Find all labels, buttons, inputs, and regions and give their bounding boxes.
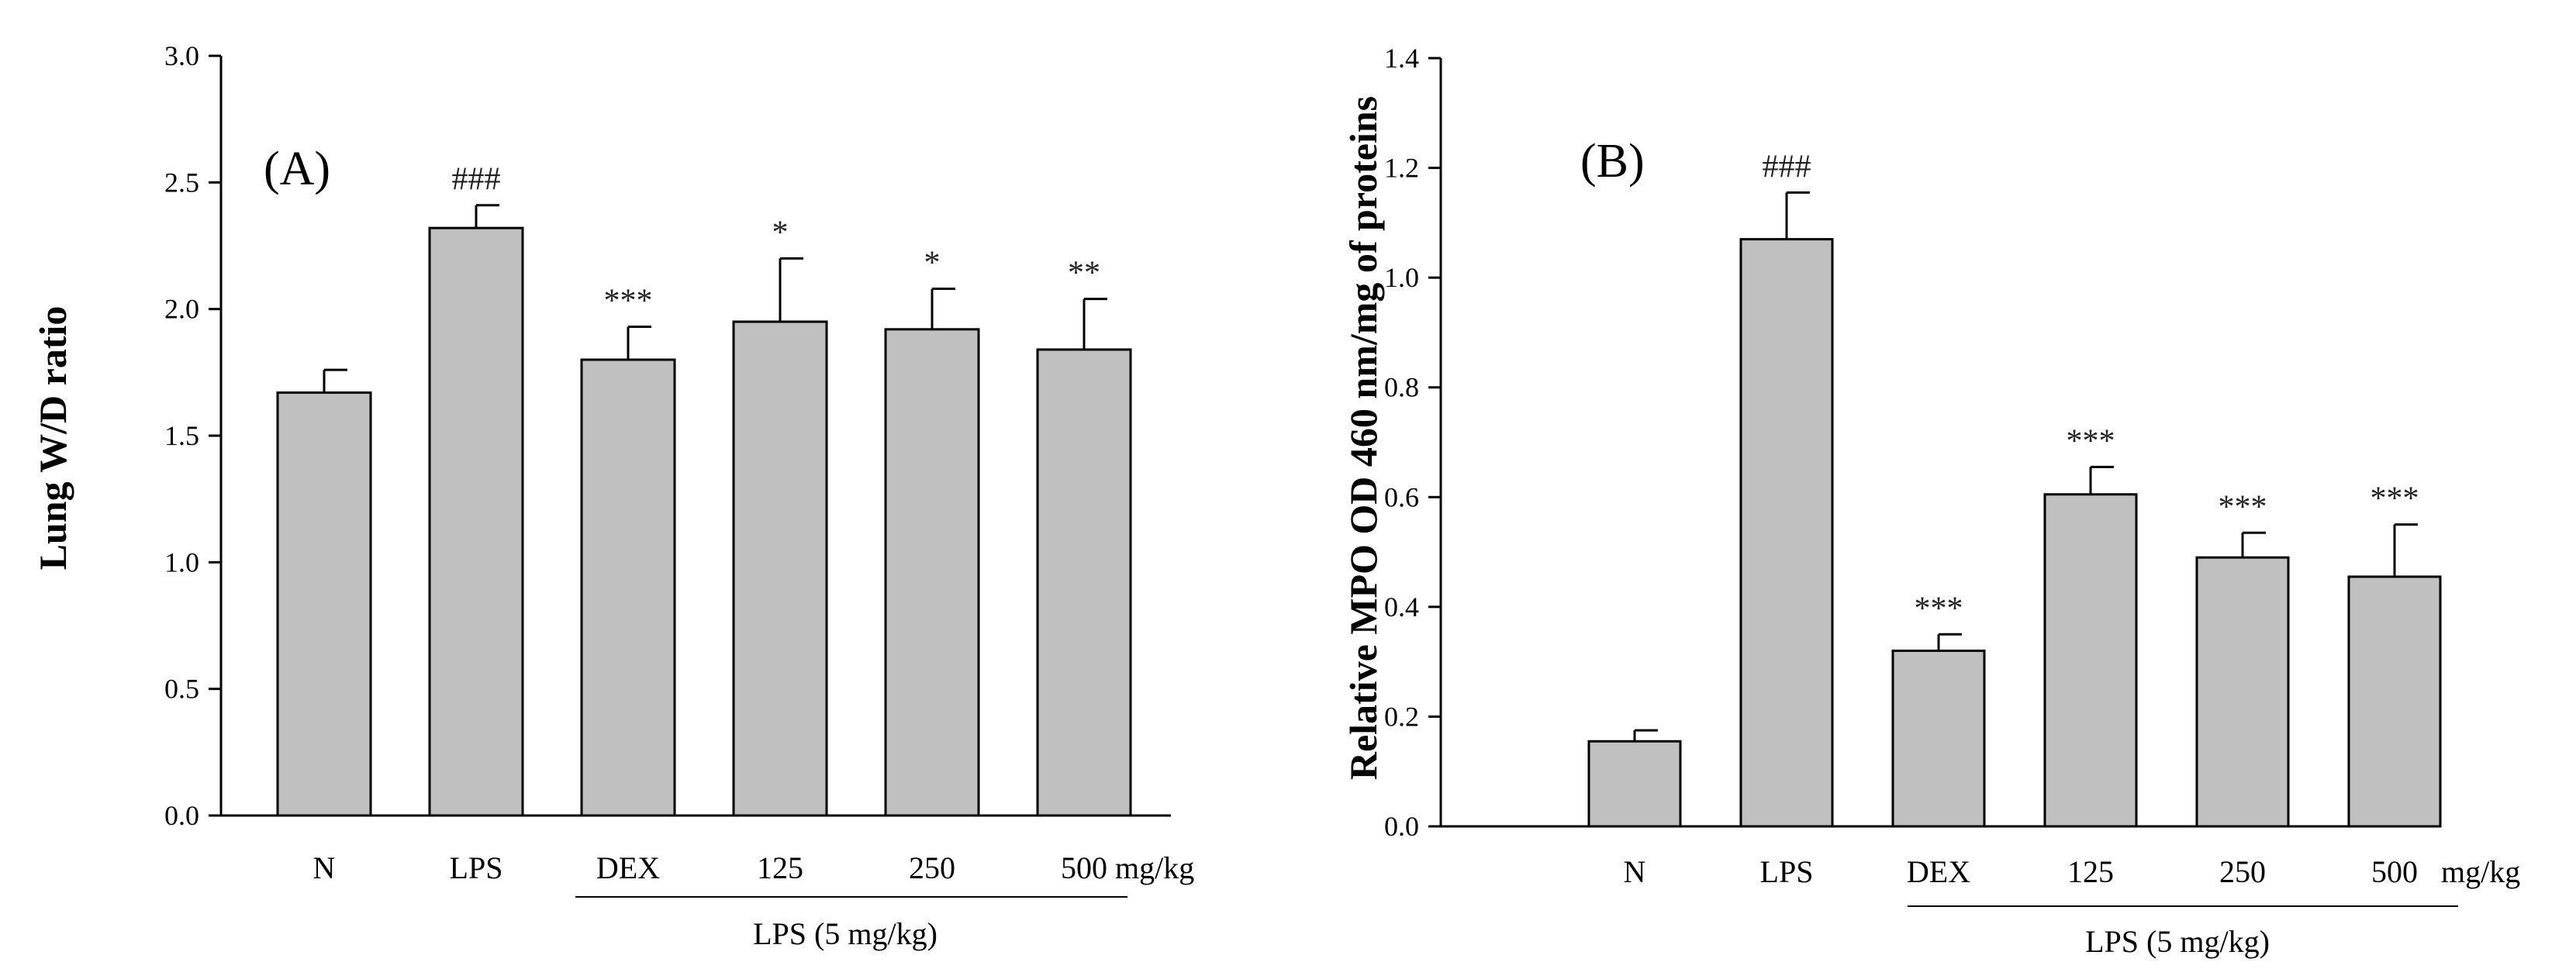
panel-b-label: (B) xyxy=(1580,135,1645,188)
panel-a-bars xyxy=(276,226,1132,817)
panel-b-significance-mark: *** xyxy=(2219,489,2267,525)
panel-a-significance-mark: ** xyxy=(1068,256,1100,291)
panel-a-group-label: LPS (5 mg/kg) xyxy=(753,916,938,951)
panel-b-bar-lps xyxy=(1739,238,1834,828)
panel-a-category-labels: N LPS DEX 125 250 500 xyxy=(313,850,1107,885)
panel-a-y-tick-label: 1.0 xyxy=(164,547,199,578)
panel-b-bar-500 xyxy=(2347,575,2442,828)
panel-a-bar-250 xyxy=(884,328,980,817)
panel-a-category-label: 250 xyxy=(909,850,955,885)
panel-b-category-label: N xyxy=(1624,854,1646,889)
panel-a-chart: Lung W/D ratio (A) 0.0 0.5 1.0 1.5 2.0 2.5 3.0… xyxy=(31,40,1194,951)
panel-a-bar-500 xyxy=(1036,348,1132,817)
panel-b-category-label: 250 xyxy=(2219,854,2266,889)
panel-b-significance-mark: *** xyxy=(2067,423,2115,459)
panel-b-category-label: LPS xyxy=(1760,854,1814,889)
panel-b-chart: Relative MPO OD 460 nm/mg of proteins (B… xyxy=(1342,43,2520,959)
panel-b-error-bars xyxy=(1633,191,2418,742)
panel-b-unit-label: mg/kg xyxy=(2441,854,2520,889)
panel-b-significance-mark: ### xyxy=(1763,149,1811,184)
panel-a-category-label: 125 xyxy=(757,850,803,885)
panel-a-bar-dex xyxy=(580,358,676,817)
panel-b-category-labels: N LPS DEX 125 250 500 xyxy=(1624,854,2418,889)
panel-b-bars xyxy=(1587,238,2442,828)
panel-b-significance-mark: *** xyxy=(1915,591,1963,626)
panel-a-y-tick-label: 0.5 xyxy=(164,674,199,705)
panel-a-category-label: 500 xyxy=(1061,850,1107,885)
panel-a-unit-label: mg/kg xyxy=(1115,850,1194,885)
panel-a-significance-marks: ###***** ** xyxy=(452,162,1101,319)
panel-a-category-label: DEX xyxy=(596,850,660,885)
panel-b-y-tick-label: 0.2 xyxy=(1384,701,1419,732)
panel-a-y-tick-label: 0.0 xyxy=(164,800,199,831)
panel-a-label: (A) xyxy=(264,143,330,195)
panel-b-significance-marks: ### *** *** *** *** xyxy=(1763,149,2419,626)
panel-a-y-ticks: 0.0 0.5 1.0 1.5 2.0 2.5 3.0 xyxy=(164,40,221,831)
panel-b-y-tick-label: 1.2 xyxy=(1384,153,1419,184)
panel-a-y-tick-label: 3.0 xyxy=(164,40,199,71)
panel-b-y-tick-label: 0.6 xyxy=(1384,481,1419,512)
panel-b-group-label: LPS (5 mg/kg) xyxy=(2085,924,2270,959)
panel-b-y-tick-label: 0.0 xyxy=(1384,811,1419,842)
panel-a-category-label: LPS xyxy=(450,850,503,885)
panel-b-bar-125 xyxy=(2043,493,2138,828)
panel-b-y-tick-label: 0.8 xyxy=(1384,372,1419,403)
panel-b-bar-250 xyxy=(2195,556,2290,828)
panel-b-y-tick-label: 1.0 xyxy=(1384,262,1419,293)
panel-a-y-tick-label: 2.5 xyxy=(164,167,199,198)
panel-a-category-label: N xyxy=(313,850,336,885)
panel-b-y-tick-label: 1.4 xyxy=(1384,43,1419,74)
panel-b-bar-dex xyxy=(1891,649,1986,828)
panel-b-bar-n xyxy=(1587,740,1682,828)
panel-b-axes xyxy=(1439,58,2435,828)
panel-a-significance-mark: * xyxy=(924,246,941,281)
panel-a-y-axis-label: Lung W/D ratio xyxy=(31,306,74,571)
panel-a-y-tick-label: 1.5 xyxy=(164,420,199,451)
panel-a-axes xyxy=(219,56,1171,817)
panel-b-y-tick-label: 0.4 xyxy=(1384,591,1419,622)
panel-b-significance-mark: *** xyxy=(2371,481,2419,517)
panel-a-significance-mark: *** xyxy=(604,284,653,319)
panel-a-significance-mark: ### xyxy=(452,162,501,198)
panel-b-y-ticks: 0.0 0.2 0.4 0.6 0.8 1.0 1.2 1.4 xyxy=(1384,43,1441,842)
panel-a-bar-lps xyxy=(428,226,524,817)
panel-b-y-axis-label: Relative MPO OD 460 nm/mg of proteins xyxy=(1342,96,1385,780)
panel-a-y-tick-label: 2.0 xyxy=(164,294,199,325)
panel-a-significance-mark: * xyxy=(772,215,789,250)
panel-a-error-bars xyxy=(323,204,1107,393)
panel-b-category-label: 125 xyxy=(2067,854,2114,889)
panel-a-bar-125 xyxy=(732,320,828,817)
panel-a-bar-n xyxy=(276,391,372,817)
panel-b-category-label: 500 xyxy=(2371,854,2418,889)
panel-b-category-label: DEX xyxy=(1907,854,1970,889)
